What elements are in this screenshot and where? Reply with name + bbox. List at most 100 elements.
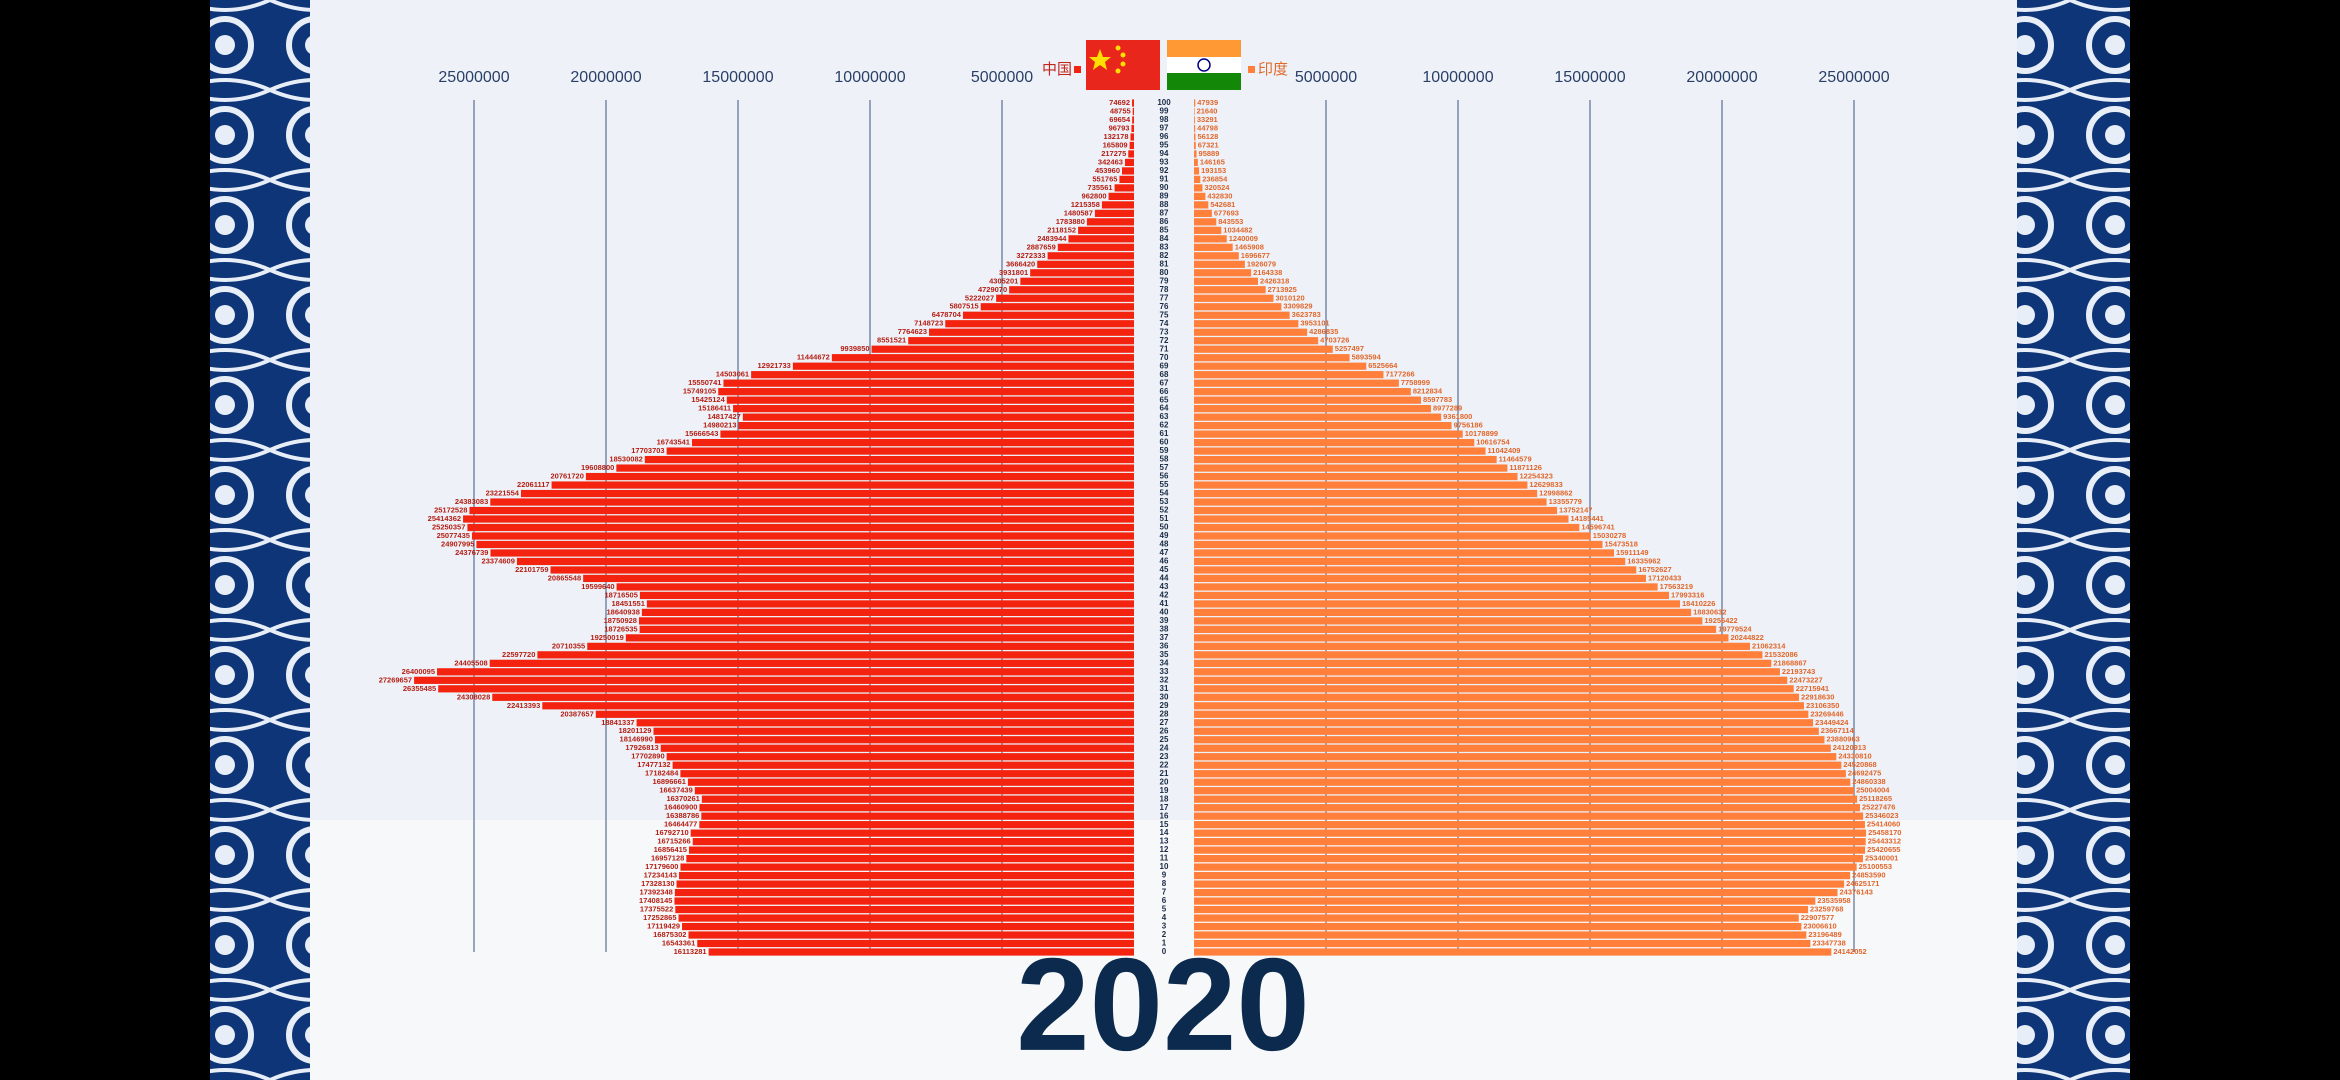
- bar: [551, 481, 1134, 489]
- bar: [1194, 829, 1867, 837]
- value-label: 20865548: [548, 573, 581, 582]
- value-label: 20244822: [1730, 633, 1763, 642]
- value-label: 23221554: [486, 489, 520, 498]
- age-label: 71: [1160, 344, 1169, 353]
- bar: [1194, 821, 1865, 829]
- age-label: 97: [1160, 124, 1169, 133]
- age-label: 56: [1160, 472, 1169, 481]
- bar: [929, 328, 1134, 336]
- bar: [550, 566, 1134, 574]
- bar: [831, 354, 1134, 362]
- value-label: 26400095: [402, 667, 435, 676]
- bar: [720, 430, 1134, 438]
- value-label: 14596741: [1581, 522, 1614, 531]
- bar: [1078, 226, 1134, 234]
- bar: [1194, 201, 1209, 209]
- bar: [1194, 871, 1851, 880]
- bar: [1114, 184, 1134, 192]
- chart-title: 2020: [1016, 931, 1310, 1078]
- bar: [1068, 235, 1134, 243]
- value-label: 8551521: [877, 336, 906, 345]
- age-label: 68: [1160, 370, 1169, 379]
- age-label: 40: [1160, 608, 1169, 617]
- age-label: 66: [1160, 387, 1169, 396]
- age-label: 91: [1160, 175, 1169, 184]
- value-label: 25118265: [1859, 794, 1892, 803]
- value-label: 24330810: [1838, 752, 1871, 761]
- value-label: 16715266: [657, 837, 690, 846]
- age-label: 3: [1162, 922, 1167, 931]
- value-label: 24692475: [1848, 769, 1881, 778]
- bar: [708, 948, 1134, 956]
- value-label: 551765: [1092, 174, 1117, 183]
- age-label: 37: [1160, 633, 1169, 642]
- age-label: 43: [1160, 582, 1169, 591]
- value-label: 3309829: [1283, 302, 1312, 311]
- value-label: 22061117: [517, 480, 550, 489]
- value-label: 236854: [1202, 174, 1228, 183]
- value-label: 5257497: [1335, 344, 1364, 353]
- age-label: 90: [1160, 183, 1169, 192]
- bar: [1194, 855, 1863, 863]
- bar: [1094, 209, 1134, 217]
- age-label: 24: [1160, 743, 1169, 752]
- bar: [1130, 133, 1134, 141]
- bar: [701, 795, 1134, 803]
- age-label: 76: [1160, 302, 1169, 311]
- age-label: 20: [1160, 777, 1169, 786]
- value-label: 3953101: [1300, 319, 1329, 328]
- value-label: 6478704: [932, 310, 962, 319]
- bar: [1194, 812, 1864, 820]
- value-label: 17182484: [645, 769, 679, 778]
- x-tick-label: 10000000: [1422, 69, 1493, 86]
- age-label: 55: [1160, 480, 1169, 489]
- value-label: 22918630: [1801, 692, 1834, 701]
- bar: [1194, 269, 1252, 277]
- value-label: 17179600: [645, 862, 678, 871]
- bar: [1194, 243, 1233, 251]
- value-label: 5893594: [1352, 353, 1382, 362]
- value-label: 67321: [1198, 140, 1219, 149]
- value-label: 1465908: [1235, 242, 1264, 251]
- bar: [1194, 167, 1200, 175]
- bar: [694, 787, 1134, 795]
- bar: [1194, 260, 1245, 268]
- age-label: 93: [1160, 158, 1169, 167]
- value-label: 16743541: [657, 438, 690, 447]
- age-label: 45: [1160, 565, 1169, 574]
- value-label: 7764623: [898, 327, 927, 336]
- age-label: 32: [1160, 675, 1169, 684]
- value-label: 18716505: [605, 590, 638, 599]
- bar: [1194, 150, 1197, 158]
- value-label: 677693: [1214, 208, 1239, 217]
- age-label: 28: [1160, 709, 1169, 718]
- bar: [1194, 320, 1299, 328]
- bar: [690, 829, 1134, 837]
- value-label: 165809: [1103, 140, 1128, 149]
- value-label: 17252865: [643, 913, 676, 922]
- bar: [691, 438, 1134, 447]
- value-label: 7148723: [914, 319, 943, 328]
- bar: [1194, 430, 1463, 438]
- bar: [638, 617, 1134, 625]
- bar: [1194, 379, 1399, 387]
- value-label: 17119429: [647, 922, 680, 931]
- bar: [641, 608, 1134, 617]
- bar: [1194, 133, 1196, 141]
- value-label: 5807515: [949, 302, 978, 311]
- bar: [1194, 863, 1857, 871]
- bar: [1194, 846, 1866, 854]
- value-label: 4286835: [1309, 327, 1338, 336]
- value-label: 4305201: [989, 276, 1018, 285]
- value-label: 16335962: [1627, 556, 1660, 565]
- x-tick-label: 25000000: [438, 69, 509, 86]
- age-label: 81: [1160, 259, 1169, 268]
- value-label: 542681: [1210, 200, 1235, 209]
- x-tick-label: 15000000: [1554, 69, 1625, 86]
- value-label: 1240009: [1229, 234, 1258, 243]
- left-ornament: [210, 0, 310, 1080]
- value-label: 22597720: [502, 650, 535, 659]
- value-label: 1215358: [1071, 200, 1100, 209]
- value-label: 18530082: [609, 455, 642, 464]
- bar: [699, 804, 1134, 812]
